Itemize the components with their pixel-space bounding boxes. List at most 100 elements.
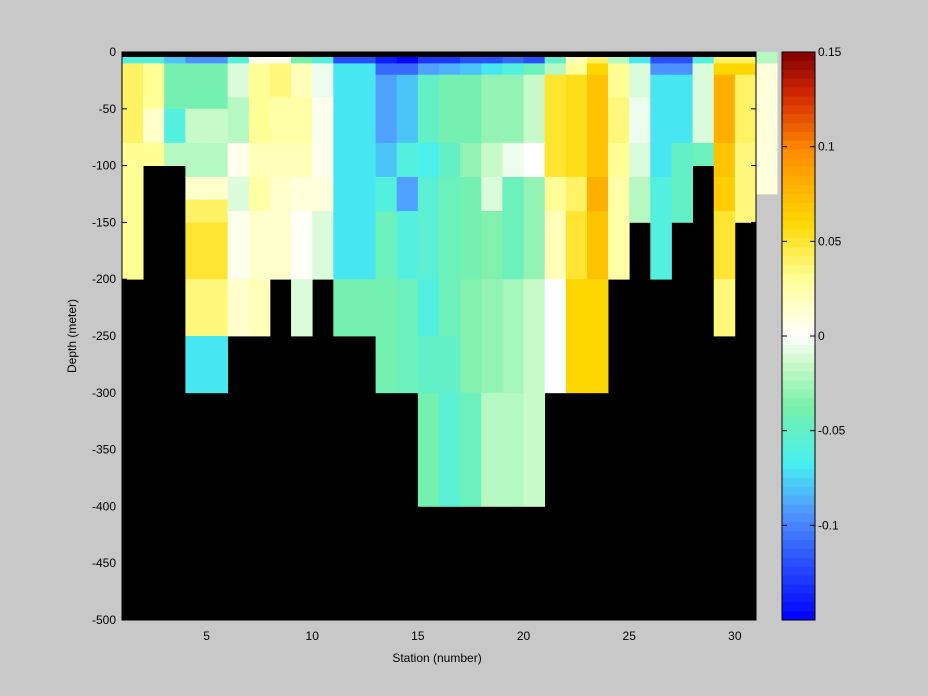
heatmap-cell [396,211,419,280]
heatmap-cell [312,97,334,144]
heatmap-cell [375,74,398,144]
heatmap-cell [291,142,313,178]
heatmap-cell [248,176,271,212]
heatmap-cell [671,142,693,178]
colorbar-swatch [782,424,815,435]
colorbar-swatch [782,211,815,222]
heatmap-cell [312,63,334,98]
heatmap-cell [586,63,609,76]
heatmap-cell [185,222,207,280]
heatmap-cell [586,279,609,394]
heatmap-cell [248,142,271,178]
heatmap-cell [629,52,651,64]
heatmap-cell [650,52,672,64]
heatmap-cell [143,63,165,110]
heatmap-cell [692,63,715,110]
heatmap-cell [713,63,736,76]
heatmap-cell [650,142,672,178]
heatmap-cell [713,52,736,64]
heatmap-cell [523,279,546,337]
heatmap-cell [481,142,503,178]
y-tick-label: -200 [92,272,116,286]
y-tick-label: -50 [99,102,117,116]
colorbar-swatch [782,291,815,301]
heatmap-cell [396,279,419,394]
heatmap-cell [481,392,503,507]
heatmap-cell [586,176,609,212]
heatmap-cell [227,52,250,64]
heatmap-cell [269,176,292,212]
heatmap-cell [734,52,757,64]
heatmap-cell [502,142,524,178]
colorbar-tick-label: 0.05 [818,234,842,248]
colorbar-swatch [782,611,815,621]
heatmap-cell [460,176,482,280]
colorbar-swatch [782,327,815,337]
heatmap-cell [206,199,229,223]
colorbar-swatch [782,149,815,159]
heatmap-cell [523,74,546,144]
heatmap-cell [608,52,630,64]
colorbar-swatch [782,87,815,97]
heatmap-cell [502,336,524,394]
x-tick-label: 10 [306,629,320,643]
heatmap-cell [269,142,292,178]
heatmap-cell [375,52,398,64]
heatmap-cell [460,142,482,178]
heatmap-cell [206,108,229,144]
heatmap-cell [481,52,503,64]
colorbar-swatch [782,273,815,284]
heatmap-cell [629,142,651,178]
heatmap-cell [713,74,736,144]
heatmap-cell [122,52,144,64]
heatmap-cell [650,63,672,76]
surface-band [122,52,756,57]
colorbar-swatch [782,593,815,603]
heatmap-cell [143,108,165,144]
heatmap-cell [312,176,334,212]
heatmap-cell [227,142,250,178]
heatmap-cell [460,392,482,507]
colorbar-swatch [782,549,815,559]
x-tick-label: 5 [203,629,210,643]
colorbar-tick-label: -0.1 [818,518,839,532]
heatmap-cell [206,52,229,64]
heatmap-cell [439,142,461,178]
colorbar-swatch [782,60,815,71]
heatmap-cell [439,392,461,507]
heatmap-cell [396,74,419,144]
y-tick-label: -100 [92,159,116,173]
x-axis-label: Station (number) [392,651,481,665]
heatmap-cell [544,211,567,280]
heatmap-cell [671,52,693,64]
heatmap-cell [502,74,524,144]
colorbar-tick-label: 0.15 [818,45,842,59]
heatmap-cell [523,176,546,280]
heatmap-cell [417,176,440,280]
colorbar-swatch [782,78,815,88]
heatmap-cell [713,211,736,280]
heatmap-cell [333,52,355,64]
x-tick-label: 20 [517,629,531,643]
heatmap-cell [291,63,313,98]
x-tick-label: 15 [411,629,425,643]
heatmap-cell [565,211,588,280]
heatmap-cell [375,142,398,178]
x-axis: 5 10 15 20 25 30 [203,52,742,643]
heatmap-cell [523,142,546,178]
heatmap-cell [544,74,567,178]
heatmap-cell [756,63,778,195]
heatmap-cell [227,279,250,337]
heatmap-cell [439,52,461,64]
colorbar-swatch [782,407,815,417]
heatmap-cell [756,52,778,64]
y-axis: 0 -50 -100 -150 -200 -250 -300 -350 -400 -450 -500 [92,45,756,627]
heatmap-cell [185,199,207,223]
heatmap-cell [565,52,588,64]
heatmap-cell [734,63,757,76]
heatmap-cell [396,176,419,212]
colorbar-swatch [782,229,815,239]
heatmap-cell [692,142,715,166]
x-tick-label: 30 [728,629,742,643]
heatmap-cell [544,63,567,76]
